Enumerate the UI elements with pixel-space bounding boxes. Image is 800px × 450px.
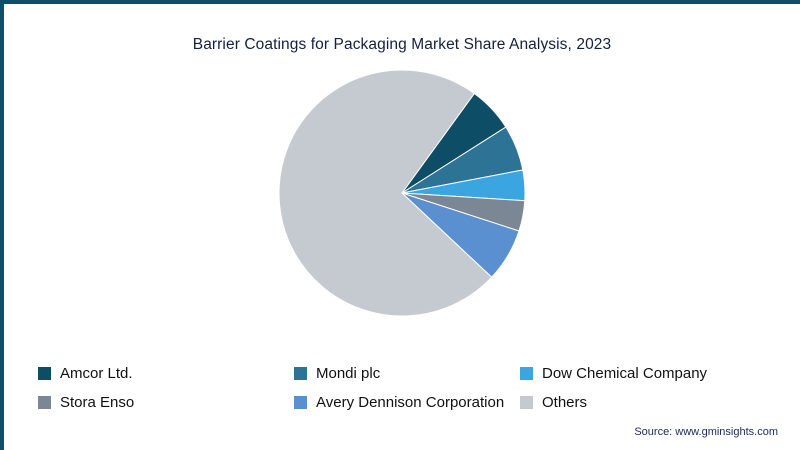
legend-item-mondi-plc: Mondi plc: [294, 365, 520, 382]
legend-label: Stora Enso: [60, 394, 135, 411]
chart-title: Barrier Coatings for Packaging Market Sh…: [192, 36, 612, 53]
pie-chart-area: [4, 64, 800, 322]
legend-label: Amcor Ltd.: [60, 365, 133, 382]
legend-swatch-icon: [38, 367, 51, 380]
pie-chart: [278, 69, 526, 317]
legend-item-avery-dennison-corporation: Avery Dennison Corporation: [294, 394, 520, 411]
legend-label: Others: [542, 394, 588, 411]
legend-item-stora-enso: Stora Enso: [38, 394, 294, 411]
legend-label: Mondi plc: [316, 365, 381, 382]
legend-swatch-icon: [294, 367, 307, 380]
legend-label: Avery Dennison Corporation: [316, 394, 505, 411]
source-attribution: Source: www.gminsights.com: [634, 426, 778, 438]
legend-item-amcor-ltd: Amcor Ltd.: [38, 365, 294, 382]
legend-item-others: Others: [520, 394, 776, 411]
legend-swatch-icon: [294, 396, 307, 409]
legend-swatch-icon: [520, 396, 533, 409]
chart-legend: Amcor Ltd. Mondi plc Dow Chemical Compan…: [38, 359, 776, 417]
legend-label: Dow Chemical Company: [542, 365, 708, 382]
legend-item-dow-chemical-company: Dow Chemical Company: [520, 365, 776, 382]
legend-swatch-icon: [520, 367, 533, 380]
pie-slice-others: [278, 69, 493, 317]
legend-swatch-icon: [38, 396, 51, 409]
